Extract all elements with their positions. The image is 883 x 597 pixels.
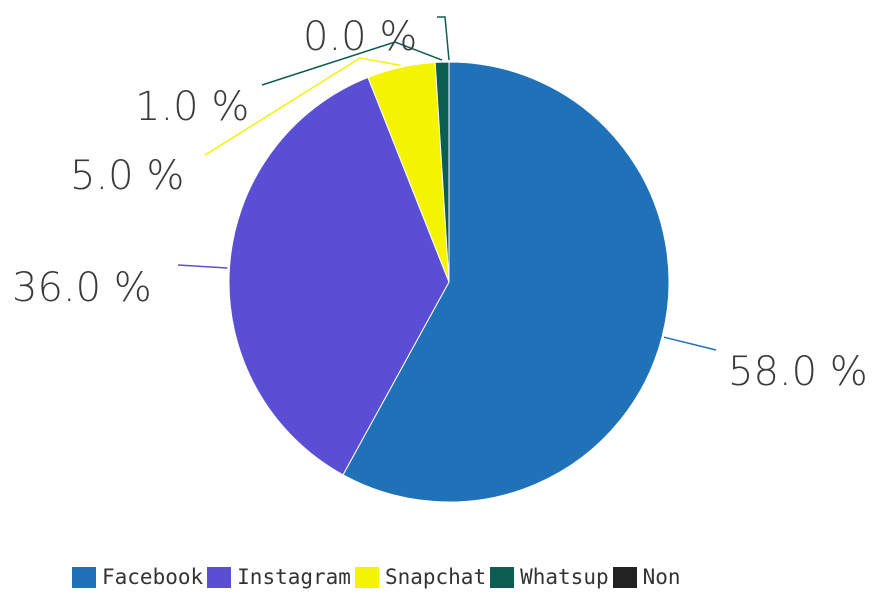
leader-line-instagram: [177, 264, 228, 269]
legend-label-instagram: Instagram: [237, 565, 351, 589]
slice-label-facebook: 58.0 %: [728, 349, 868, 395]
legend-swatch-non: [612, 566, 637, 588]
legend-item-snapchat[interactable]: Snapchat: [354, 565, 487, 589]
legend-label-snapchat: Snapchat: [384, 565, 487, 589]
legend-swatch-instagram: [207, 566, 232, 588]
pie-slice-instagram[interactable]: [228, 76, 450, 476]
legend-label-facebook: Facebook: [102, 565, 204, 589]
legend-swatch-whatsup: [490, 566, 515, 588]
pie-slice-facebook[interactable]: [342, 61, 670, 503]
pie-slice-whatsup[interactable]: [434, 61, 450, 283]
slice-label-instagram: 36.0 %: [12, 265, 152, 311]
leader-line-snapchat: [204, 57, 401, 156]
legend-item-facebook[interactable]: Facebook: [72, 565, 203, 589]
legend-item-non[interactable]: Non: [612, 565, 681, 589]
slice-labels: 58.0 % 36.0 % 5.0 % 1.0 % 0.0 %: [12, 14, 868, 395]
pie-chart: 58.0 % 36.0 % 5.0 % 1.0 % 0.0 %: [12, 14, 868, 503]
pie-slices: [228, 61, 670, 503]
legend: Facebook Instagram Snapchat Whatsup Non: [72, 562, 685, 592]
slice-label-non: 0.0 %: [303, 14, 417, 60]
leader-line-whatsup: [261, 41, 443, 86]
leader-line-facebook: [663, 336, 717, 351]
leader-lines: [177, 16, 717, 351]
legend-swatch-snapchat: [354, 566, 379, 588]
legend-label-whatsup: Whatsup: [520, 565, 609, 589]
slice-label-snapchat: 5.0 %: [70, 153, 184, 199]
slice-label-whatsup: 1.0 %: [135, 84, 249, 130]
legend-label-non: Non: [642, 565, 681, 589]
legend-item-whatsup[interactable]: Whatsup: [490, 565, 609, 589]
legend-item-instagram[interactable]: Instagram: [207, 565, 351, 589]
legend-swatch-facebook: [72, 566, 96, 588]
leader-line-non: [437, 16, 450, 61]
